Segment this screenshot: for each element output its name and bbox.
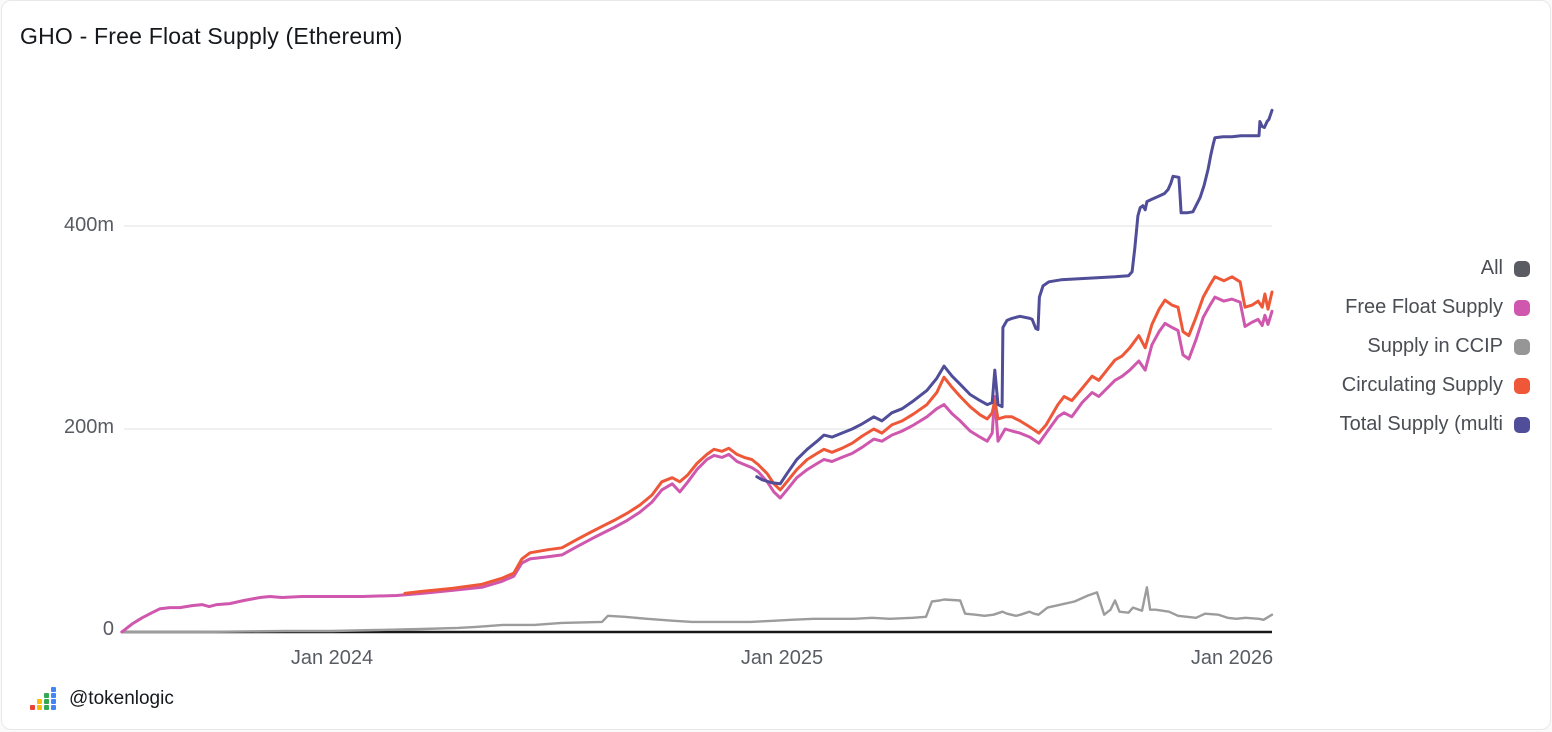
legend-item-free-float-supply[interactable]: Free Float Supply	[1345, 288, 1530, 327]
legend-item-total-supply[interactable]: Total Supply (multi	[1340, 405, 1530, 444]
legend-label: Circulating Supply	[1341, 374, 1503, 396]
legend-swatch	[1514, 338, 1530, 355]
legend-item-circulating-supply[interactable]: Circulating Supply	[1342, 366, 1530, 405]
legend-swatch	[1514, 377, 1530, 394]
legend-label: Total Supply (multi	[1339, 413, 1503, 435]
logo-pixel	[37, 705, 42, 710]
legend-swatch	[1514, 260, 1530, 277]
legend-label: All	[1480, 257, 1503, 279]
series-line-supply-in-ccip	[120, 586, 1274, 634]
y-axis-tick-200m: 200m	[63, 416, 114, 438]
logo-pixel	[51, 687, 56, 692]
y-axis-tick-400m: 400m	[63, 214, 114, 236]
logo-pixel	[44, 705, 49, 710]
x-axis-tick-jan-2024: Jan 2024	[290, 647, 374, 669]
legend-item-all[interactable]: All	[1481, 249, 1530, 288]
logo-pixel	[51, 699, 56, 704]
watermark-handle: @tokenlogic	[69, 687, 174, 709]
logo-pixel	[51, 705, 56, 710]
logo-pixel	[51, 693, 56, 698]
series-line-circulating-supply	[403, 275, 1274, 595]
x-axis-tick-jan-2025: Jan 2025	[740, 647, 824, 669]
page-title: GHO - Free Float Supply (Ethereum)	[20, 23, 403, 49]
legend: All Free Float Supply Supply in CCIP Cir…	[1340, 249, 1530, 444]
watermark: @tokenlogic	[30, 686, 174, 711]
logo-pixel	[44, 699, 49, 704]
bar-chart-logo-icon	[30, 687, 56, 710]
legend-label: Supply in CCIP	[1367, 335, 1503, 357]
logo-pixel	[30, 705, 35, 710]
logo-pixel	[44, 693, 49, 698]
series-line-total-supply-multi	[755, 108, 1274, 486]
logo-pixel	[37, 699, 42, 704]
legend-label: Free Float Supply	[1345, 296, 1503, 318]
legend-swatch	[1514, 416, 1530, 433]
legend-swatch	[1514, 299, 1530, 316]
y-axis-tick-0: 0	[102, 618, 114, 640]
legend-item-supply-in-ccip[interactable]: Supply in CCIP	[1367, 327, 1530, 366]
x-axis-tick-jan-2026: Jan 2026	[1190, 647, 1274, 669]
